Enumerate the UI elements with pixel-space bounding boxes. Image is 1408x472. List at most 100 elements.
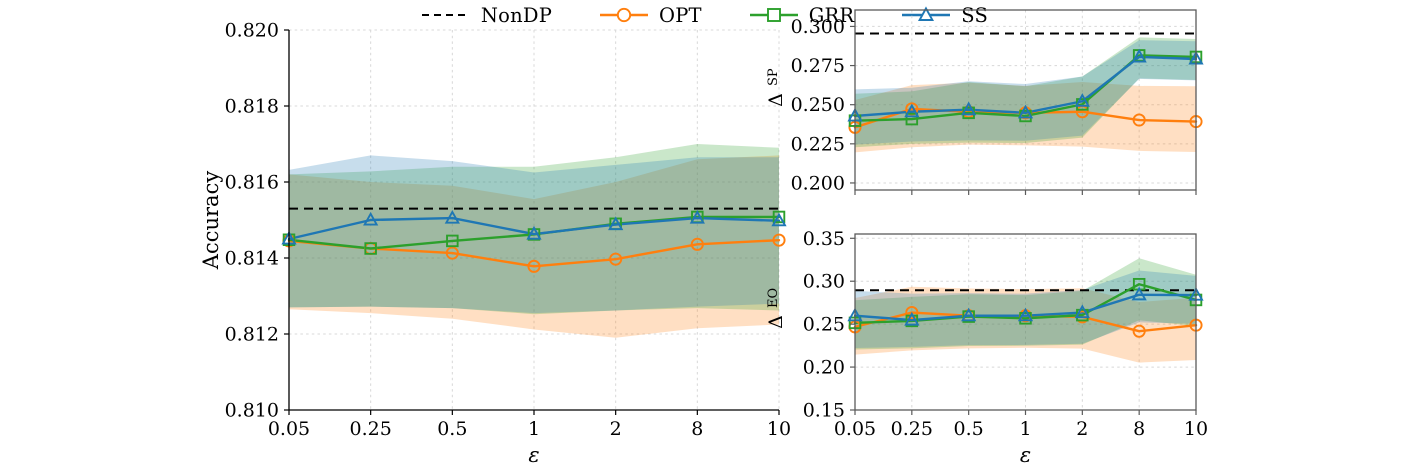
- datapoint-ss-5: [689, 209, 705, 224]
- xtick-label-2: 0.5: [954, 418, 984, 440]
- dashed-line-icon: [421, 14, 470, 16]
- yaxis-label-accuracy-panel: Accuracy: [199, 171, 223, 271]
- datapoint-ss-4: [1074, 304, 1090, 319]
- datapoint-ss-2: [961, 307, 977, 322]
- band-opt: [855, 286, 1196, 363]
- yaxis-label-delta-eo-panel: Δ: [765, 315, 787, 329]
- ticks-accuracy-panel: 0.810 0.812 0.814 0.816 0.818 0.820 0.05 0.25 0.…: [225, 20, 792, 441]
- ytick-label-5: 0.820: [225, 20, 279, 42]
- datapoint-grr-2: [446, 234, 459, 248]
- ytick-label-1: 0.20: [803, 357, 845, 379]
- datapoint-opt-5: [690, 237, 704, 251]
- line-ss: [853, 55, 1198, 118]
- xtick-label-3: 1: [1019, 418, 1031, 440]
- legend-label-ss: SS: [961, 3, 989, 27]
- ytick-label-2: 0.250: [791, 94, 845, 116]
- line-grr: [853, 54, 1198, 122]
- line-ss: [853, 293, 1198, 322]
- xtick-label-6: 10: [767, 418, 791, 440]
- datapoint-ss-2: [444, 209, 460, 224]
- ytick-label-3: 0.816: [225, 172, 279, 194]
- yaxis-label-sub-delta-sp-panel: SP: [766, 68, 781, 86]
- legend-entry-opt: OPT: [598, 4, 702, 27]
- delta-sp-axes: 0.200 0.225 0.250 0.275 0.300 Δ SP: [765, 9, 1204, 195]
- datapoint-opt-1: [905, 306, 919, 320]
- datapoint-grr-6: [772, 210, 786, 224]
- yaxis-label-delta-sp-panel: Δ: [765, 93, 787, 107]
- ytick-label-0: 0.200: [791, 172, 845, 194]
- datapoint-ss-5: [1131, 48, 1147, 63]
- xtick-label-2: 0.5: [437, 418, 467, 440]
- datapoint-grr-1: [905, 112, 919, 126]
- ticks-delta-sp-panel: 0.200 0.225 0.250 0.275 0.300: [791, 16, 1197, 195]
- xtick-label-1: 0.25: [891, 418, 933, 440]
- ytick-label-3: 0.30: [803, 271, 845, 293]
- circle-marker-icon: [600, 7, 649, 23]
- ytick-label-0: 0.810: [225, 400, 279, 422]
- datapoint-ss-1: [363, 211, 379, 226]
- band-grr: [855, 37, 1196, 148]
- datapoint-grr-1: [364, 242, 377, 255]
- legend-entry-grr: GRR: [748, 4, 855, 27]
- xtick-label-4: 2: [1076, 418, 1088, 440]
- datapoint-opt-5: [1132, 324, 1146, 338]
- legend-label-opt: OPT: [659, 3, 702, 27]
- legend-label-grr: GRR: [808, 3, 855, 27]
- datapoint-ss-4: [1074, 93, 1090, 107]
- xtick-label-6: 10: [1184, 418, 1208, 440]
- yaxis-label-sub-delta-eo-panel: EO: [766, 288, 781, 308]
- xaxis-label-delta-eo-panel: ε: [1020, 443, 1031, 467]
- yaxis-label-group-accuracy-panel: Accuracy: [199, 171, 223, 271]
- datapoint-ss-3: [1017, 104, 1034, 119]
- legend-label-nondp: NonDP: [480, 3, 553, 27]
- datapoint-ss-1: [904, 103, 920, 118]
- xtick-label-0: 0.05: [268, 418, 310, 440]
- xaxis-label-accuracy-panel: ε: [528, 443, 539, 467]
- ytick-label-1: 0.812: [225, 324, 279, 346]
- legend-entry-ss: SS: [900, 4, 988, 27]
- xtick-label-0: 0.05: [834, 418, 876, 440]
- datapoint-ss-6: [771, 212, 787, 227]
- datapoint-ss-4: [608, 216, 624, 231]
- datapoint-ss-2: [961, 101, 977, 116]
- band-grr: [855, 258, 1196, 350]
- datapoint-ss-3: [1017, 307, 1034, 322]
- ytick-label-2: 0.25: [803, 314, 845, 336]
- datapoint-opt-6: [772, 233, 786, 247]
- series-lines-delta-sp-panel: [847, 48, 1204, 134]
- datapoint-ss-3: [526, 225, 542, 240]
- datapoint-opt-2: [445, 246, 459, 260]
- ytick-label-2: 0.814: [225, 248, 279, 270]
- triangle-marker-icon: [902, 6, 951, 21]
- yaxis-label-group-delta-sp-panel: Δ SP: [765, 68, 787, 107]
- accuracy-axes: 0.810 0.812 0.814 0.816 0.818 0.820 0.05 0.25 0.…: [199, 20, 792, 468]
- xtick-label-5: 8: [691, 418, 703, 440]
- band-ss: [855, 40, 1196, 145]
- ytick-label-1: 0.225: [791, 133, 845, 155]
- ytick-label-4: 0.300: [791, 16, 845, 38]
- ytick-label-4: 0.818: [225, 96, 279, 118]
- datapoint-opt-4: [609, 252, 623, 266]
- datapoint-ss-1: [904, 311, 920, 326]
- xtick-label-4: 2: [610, 418, 622, 440]
- series-lines-accuracy-panel: [281, 209, 787, 273]
- datapoint-opt-5: [1132, 113, 1146, 127]
- ytick-label-3: 0.275: [791, 55, 845, 77]
- datapoint-ss-5: [1131, 286, 1147, 301]
- figure-legend: NonDP OPT GRR SS: [0, 0, 1408, 30]
- delta-eo-axes: 0.15 0.20 0.25 0.30 0.35 0.05 0.25 0.5 1 2 8 10 ε Δ EO: [765, 228, 1208, 467]
- legend-entry-nondp: NonDP: [420, 4, 552, 27]
- datapoint-opt-3: [527, 259, 541, 273]
- ticks-delta-eo-panel: 0.15 0.20 0.25 0.30 0.35 0.05 0.25 0.5 1 2 8 10: [803, 228, 1208, 440]
- xtick-label-1: 0.25: [350, 418, 392, 440]
- confidence-bands-accuracy-panel: [289, 144, 779, 338]
- square-marker-icon: [749, 8, 798, 22]
- ytick-label-0: 0.15: [803, 400, 845, 422]
- ytick-label-4: 0.35: [803, 228, 845, 250]
- band-opt: [289, 155, 779, 338]
- xtick-label-5: 8: [1133, 418, 1145, 440]
- xtick-label-3: 1: [528, 418, 540, 440]
- series-lines-delta-eo-panel: [847, 277, 1204, 338]
- yaxis-label-group-delta-eo-panel: Δ EO: [765, 288, 787, 329]
